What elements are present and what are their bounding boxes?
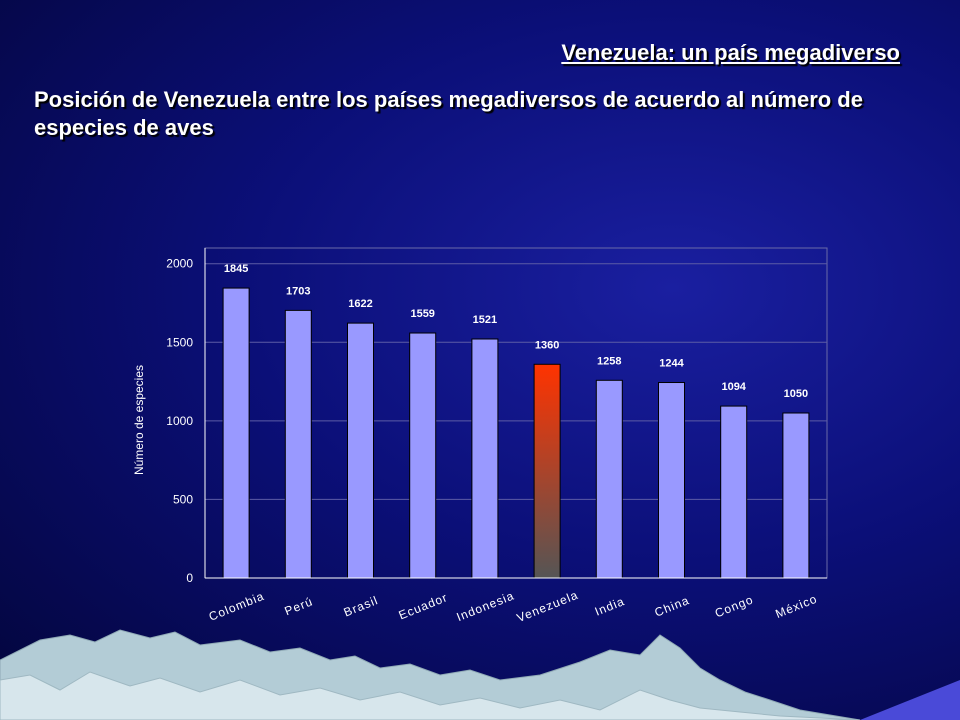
data-label: 1258 <box>597 355 621 367</box>
data-label: 1360 <box>535 339 559 351</box>
x-tick-label: Indonesia <box>454 588 516 624</box>
data-label: 1845 <box>224 263 248 275</box>
bar-4 <box>471 338 499 579</box>
mountain-decoration <box>0 629 960 720</box>
y-tick-label: 1000 <box>166 414 193 428</box>
y-axis-ticks: 0 500 1000 1500 2000 <box>166 257 193 585</box>
data-label: 1521 <box>473 314 497 326</box>
bar-2 <box>347 322 374 579</box>
y-axis-title: Número de especies <box>132 365 146 475</box>
x-tick-label: Perú <box>283 594 315 618</box>
bar-8 <box>720 405 748 579</box>
x-tick-label: India <box>593 594 627 619</box>
bar-5 <box>533 363 561 579</box>
data-label: 1703 <box>286 285 310 297</box>
bar-7 <box>658 382 685 579</box>
x-tick-label: Ecuador <box>397 590 450 622</box>
bar-3 <box>409 332 437 579</box>
data-label: 1244 <box>659 358 684 370</box>
x-tick-label: Brasil <box>342 593 381 619</box>
data-label: 1050 <box>784 388 808 400</box>
y-tick-label: 0 <box>186 571 193 585</box>
x-tick-label: México <box>773 592 819 621</box>
bars <box>222 287 810 579</box>
data-labels: 1845 1703 1622 1559 1521 1360 1258 1244 1094 1050 <box>224 263 808 400</box>
x-tick-label: China <box>653 593 692 620</box>
x-tick-label: Congo <box>713 592 756 620</box>
bar-1 <box>284 309 312 579</box>
y-tick-label: 1500 <box>166 335 193 349</box>
data-label: 1622 <box>348 298 372 310</box>
data-label: 1094 <box>721 381 746 393</box>
data-label: 1559 <box>410 308 434 320</box>
slide-title: Venezuela: un país megadiverso <box>561 40 900 65</box>
bar-6 <box>595 379 623 579</box>
x-tick-label: Colombia <box>207 589 267 624</box>
y-tick-label: 500 <box>173 492 193 506</box>
y-tick-label: 2000 <box>166 257 193 271</box>
bar-0 <box>222 287 250 579</box>
bar-9 <box>782 412 810 579</box>
slide-subtitle: Posición de Venezuela entre los países m… <box>34 87 863 140</box>
